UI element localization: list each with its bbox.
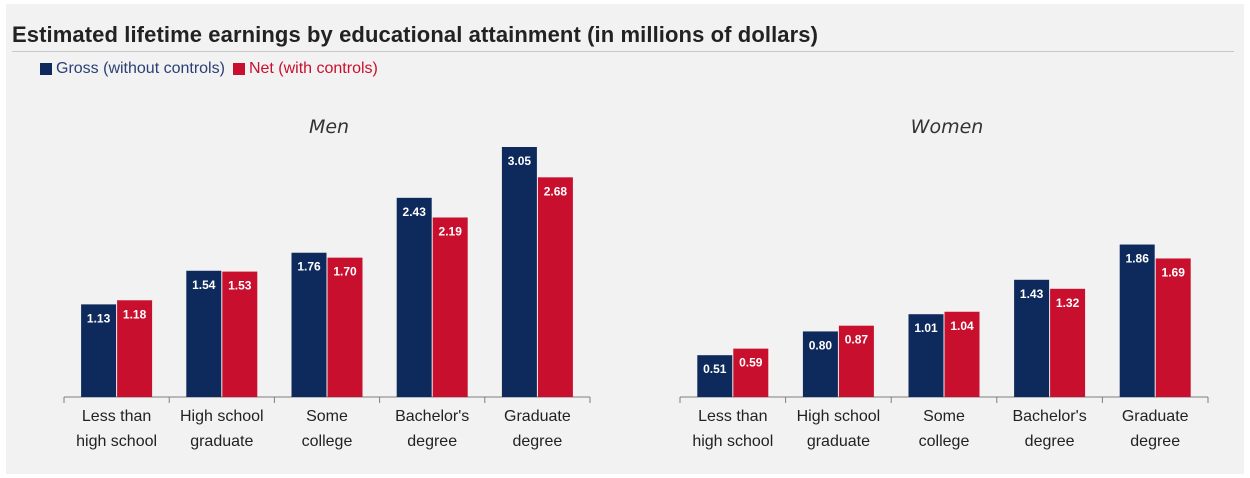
legend-label-gross: Gross (without controls) [56,60,225,77]
women-bar-value-label: 1.86 [1126,252,1150,266]
women-bar-net [733,348,769,397]
men-category-label: Graduate [504,408,571,425]
legend-swatch-net [232,63,245,75]
men-bar-gross [81,304,117,397]
women-category-label: graduate [807,433,870,450]
men-category-label: Less than [82,408,151,425]
men-bar-value-label: 1.18 [123,307,147,321]
women-bar-value-label: 0.59 [739,356,763,370]
women-bar-value-label: 1.43 [1020,287,1044,301]
women-bar-value-label: 0.80 [809,338,833,352]
women-category-label: Bachelor's [1012,408,1086,425]
men-bar-gross [501,147,537,397]
women-bar-gross [802,331,838,397]
men-category-label: graduate [190,433,253,450]
men-bar-net [432,217,468,397]
men-bar-value-label: 3.05 [508,154,532,168]
men-bar-value-label: 2.68 [544,184,568,198]
women-bar-value-label: 1.01 [914,321,938,335]
women-bar-gross [1119,244,1155,397]
title-divider [12,51,1234,52]
legend: Gross (without controls) Net (with contr… [40,60,386,78]
men-bar-value-label: 1.70 [333,265,357,279]
men-bar-value-label: 2.19 [439,224,463,238]
men-bar-value-label: 1.54 [192,278,216,292]
men-bar-net [222,271,258,397]
men-category-label: degree [512,433,562,450]
men-bar-net [537,177,573,397]
women-panel-title: Women [911,116,984,138]
men-category-label: college [302,433,353,450]
men-bar-value-label: 1.13 [87,311,111,325]
men-bar-gross [291,252,327,397]
women-bar-value-label: 1.04 [950,319,974,333]
chart-title: Estimated lifetime earnings by education… [12,22,819,47]
women-category-label: college [919,433,970,450]
women-bar-gross [697,355,733,397]
men-bar-value-label: 1.76 [297,260,321,274]
men-bar-net [117,300,153,397]
men-category-label: Bachelor's [395,408,469,425]
women-category-label: Less than [698,408,767,425]
legend-swatch-gross [40,63,52,75]
men-panel-title: Men [309,116,349,138]
men-bar-gross [186,270,222,397]
women-category-label: degree [1025,433,1075,450]
women-bar-gross [908,314,944,397]
legend-item-gross: Gross (without controls) [40,60,225,78]
men-category-label: high school [76,433,157,450]
men-category-label: degree [407,433,457,450]
women-bar-net [1050,288,1086,397]
women-bar-value-label: 0.87 [845,333,869,347]
women-bar-value-label: 1.69 [1162,265,1186,279]
women-category-label: high school [692,433,773,450]
women-category-label: High school [797,408,881,425]
men-category-label: Some [306,408,348,425]
men-bar-net [327,257,363,397]
men-bar-gross [396,197,432,397]
women-category-label: Some [923,408,965,425]
women-bar-value-label: 0.51 [703,362,727,376]
women-bar-net [838,325,874,397]
men-bar-value-label: 2.43 [403,205,427,219]
women-bar-value-label: 1.32 [1056,296,1080,310]
legend-item-net: Net (with controls) [232,60,378,78]
women-category-label: degree [1130,433,1180,450]
women-bar-net [944,311,980,397]
legend-label-net: Net (with controls) [248,60,378,77]
men-bar-value-label: 1.53 [228,279,252,293]
men-category-label: High school [180,408,264,425]
women-bar-gross [1014,279,1050,397]
women-bar-net [1155,258,1191,397]
women-category-label: Graduate [1122,408,1189,425]
